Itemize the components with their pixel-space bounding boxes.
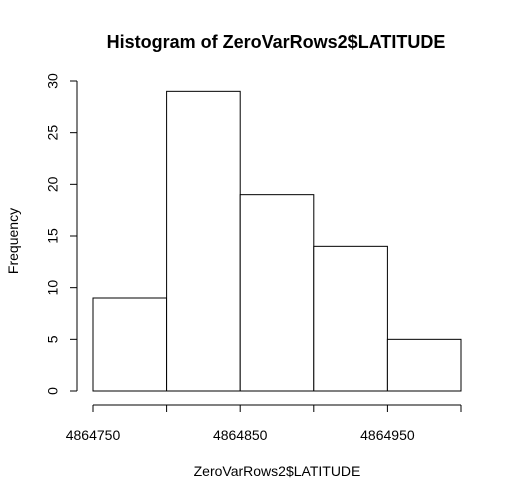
x-axis: 4864750 4864850 4864950 [66,404,462,443]
histogram-bar-3 [313,245,388,392]
histogram-bar-0 [92,297,168,392]
y-tick-label-5: 5 [45,335,61,343]
y-tick-label-10: 10 [45,280,61,296]
y-axis-label: Frequency [5,208,21,274]
y-tick-label-15: 15 [45,228,61,244]
histogram-bar-2 [239,194,315,392]
histogram-bar-1 [166,90,241,392]
y-tick-label-30: 30 [45,73,61,89]
x-axis-label: ZeroVarRows2$LATITUDE [194,463,361,479]
bars-group [92,90,462,392]
x-tick-label-4864750: 4864750 [66,427,121,443]
y-tick-label-25: 25 [45,125,61,141]
y-tick-label-20: 20 [45,176,61,192]
histogram-bar-4 [386,338,462,392]
chart-title: Histogram of ZeroVarRows2$LATITUDE [107,32,446,52]
x-tick-label-4864850: 4864850 [213,427,268,443]
y-tick-label-0: 0 [45,387,61,395]
y-axis: 0 5 10 15 20 25 30 [45,73,78,395]
x-tick-label-4864950: 4864950 [360,427,415,443]
